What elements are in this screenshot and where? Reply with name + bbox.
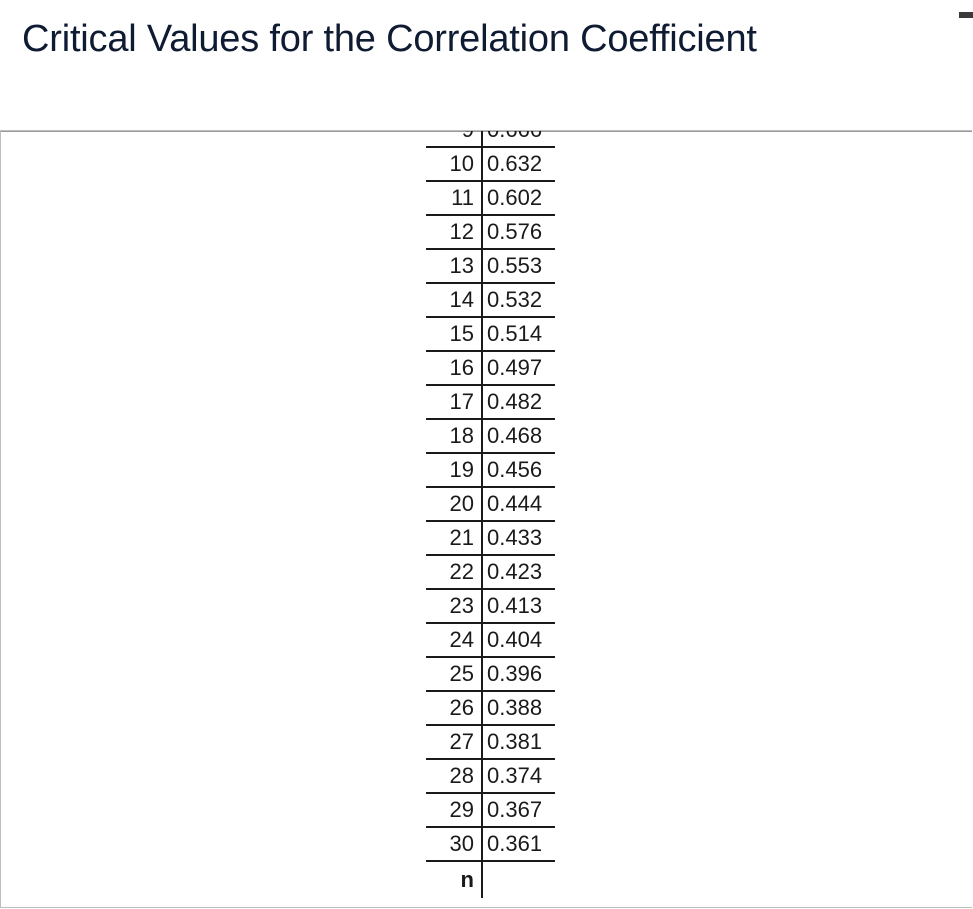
column-label-r (482, 861, 555, 898)
table-row: 19 0.456 (426, 453, 555, 488)
critical-value-cell: 0.666 (482, 131, 555, 148)
sample-size-cell: 25 (426, 657, 483, 692)
table-row: 26 0.388 (426, 691, 555, 726)
table-row: 18 0.468 (426, 419, 555, 454)
table-row: 90.666 (426, 131, 555, 148)
critical-value-cell: 0.553 (482, 249, 555, 284)
table-row: 14 0.532 (426, 283, 555, 318)
critical-value-cell: 0.423 (482, 555, 555, 590)
sample-size-cell: 26 (426, 691, 483, 726)
table-row: 27 0.381 (426, 725, 555, 760)
table-row: 17 0.482 (426, 385, 555, 420)
critical-value-cell: 0.632 (482, 147, 555, 182)
critical-value-cell: 0.381 (482, 725, 555, 760)
table-row: 30 0.361 (426, 827, 555, 862)
sample-size-cell: 12 (426, 215, 483, 250)
table-row: 16 0.497 (426, 351, 555, 386)
table-scroll-panel[interactable]: 90.666100.632110.602120.576130.553140.53… (0, 130, 972, 908)
table-row: 20 0.444 (426, 487, 555, 522)
table-body: 90.666100.632110.602120.576130.553140.53… (426, 131, 555, 898)
critical-value-cell: 0.444 (482, 487, 555, 522)
critical-value-cell: 0.456 (482, 453, 555, 488)
table-header-row: n (426, 861, 555, 898)
table-row: 10 0.632 (426, 147, 555, 182)
table-row: 28 0.374 (426, 759, 555, 794)
sample-size-cell: 23 (426, 589, 483, 624)
sample-size-cell: 21 (426, 521, 483, 556)
table-row: 22 0.423 (426, 555, 555, 590)
critical-value-cell: 0.532 (482, 283, 555, 318)
sample-size-cell: 28 (426, 759, 483, 794)
critical-value-cell: 0.367 (482, 793, 555, 828)
table-row: 13 0.553 (426, 249, 555, 284)
critical-value-cell: 0.404 (482, 623, 555, 658)
critical-value-cell: 0.482 (482, 385, 555, 420)
sample-size-cell: 20 (426, 487, 483, 522)
page-title: Critical Values for the Correlation Coef… (22, 18, 757, 60)
table-row: 29 0.367 (426, 793, 555, 828)
sample-size-cell: 22 (426, 555, 483, 590)
table-row: 25 0.396 (426, 657, 555, 692)
sample-size-cell: 16 (426, 351, 483, 386)
critical-value-cell: 0.602 (482, 181, 555, 216)
scroll-indicator[interactable] (959, 12, 973, 18)
sample-size-cell: 13 (426, 249, 483, 284)
critical-value-cell: 0.388 (482, 691, 555, 726)
table-row: 23 0.413 (426, 589, 555, 624)
column-label-n: n (426, 861, 483, 898)
critical-value-cell: 0.514 (482, 317, 555, 352)
table-row: 12 0.576 (426, 215, 555, 250)
critical-value-cell: 0.413 (482, 589, 555, 624)
sample-size-cell: 17 (426, 385, 483, 420)
sample-size-cell: 15 (426, 317, 483, 352)
sample-size-cell: 14 (426, 283, 483, 318)
table-row: 11 0.602 (426, 181, 555, 216)
critical-value-cell: 0.396 (482, 657, 555, 692)
sample-size-cell: 9 (426, 131, 483, 148)
critical-value-cell: 0.576 (482, 215, 555, 250)
sample-size-cell: 10 (426, 147, 483, 182)
sample-size-cell: 29 (426, 793, 483, 828)
table-row: 24 0.404 (426, 623, 555, 658)
critical-value-cell: 0.374 (482, 759, 555, 794)
sample-size-cell: 27 (426, 725, 483, 760)
critical-values-table: 90.666100.632110.602120.576130.553140.53… (426, 131, 555, 898)
critical-value-cell: 0.361 (482, 827, 555, 862)
table-row: 15 0.514 (426, 317, 555, 352)
sample-size-cell: 30 (426, 827, 483, 862)
sample-size-cell: 24 (426, 623, 483, 658)
sample-size-cell: 18 (426, 419, 483, 454)
sample-size-cell: 11 (426, 181, 483, 216)
critical-value-cell: 0.433 (482, 521, 555, 556)
critical-value-cell: 0.468 (482, 419, 555, 454)
sample-size-cell: 19 (426, 453, 483, 488)
critical-value-cell: 0.497 (482, 351, 555, 386)
table-row: 21 0.433 (426, 521, 555, 556)
